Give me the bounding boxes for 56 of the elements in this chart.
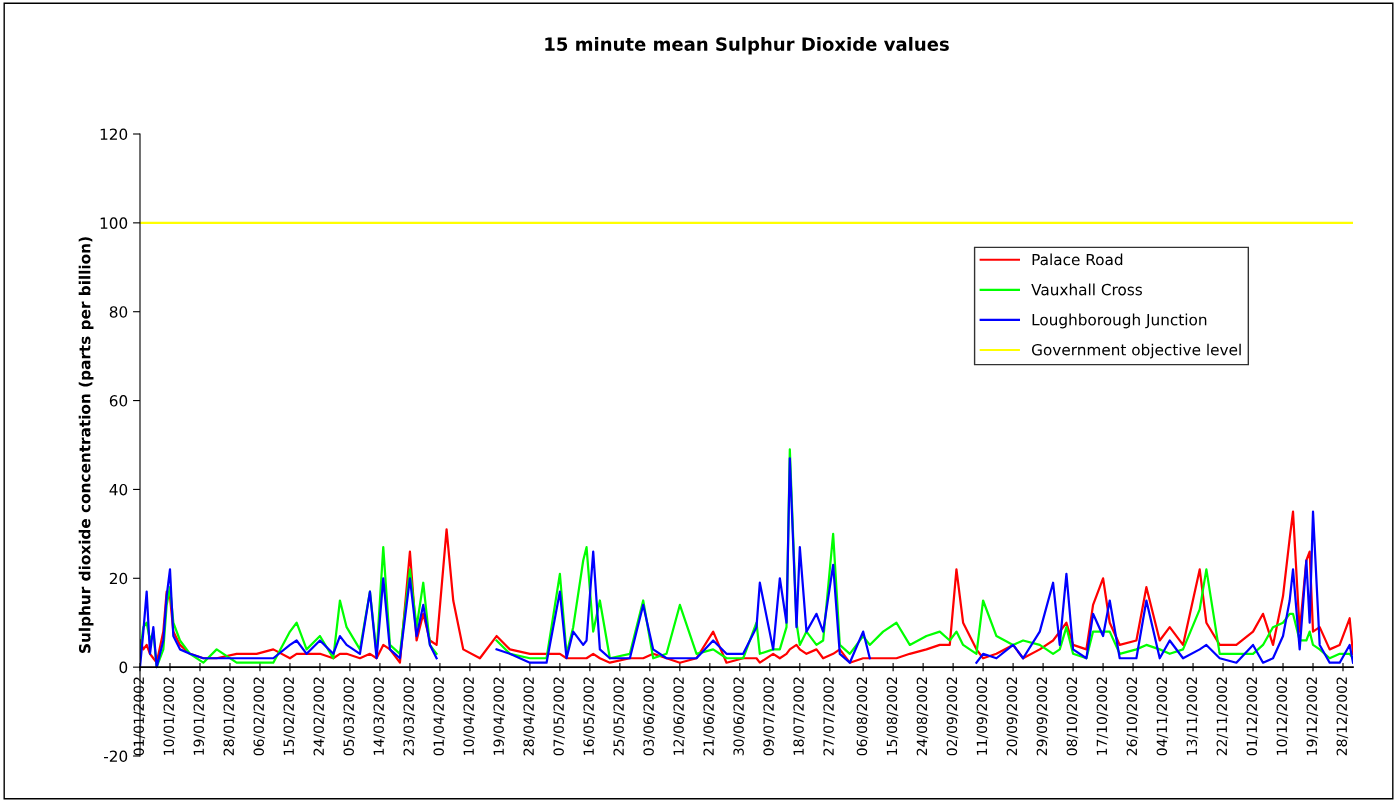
- x-tick-label: 17/10/2002: [1096, 677, 1109, 755]
- x-tick-label: 01/04/2002: [433, 677, 446, 756]
- x-tick-label: 29/09/2002: [1036, 677, 1049, 756]
- x-tick-label: 09/07/2002: [763, 677, 775, 756]
- x-tick-label: 10/01/2002: [163, 677, 176, 755]
- x-tick-label: 08/10/2002: [1066, 677, 1079, 756]
- y-tick-label: 80: [109, 306, 128, 318]
- x-tick-label: 28/12/2002: [1336, 677, 1349, 756]
- x-tick-label: 10/04/2002: [463, 677, 476, 755]
- y-tick-label: -20: [103, 750, 128, 763]
- x-tick-label: 15/02/2002: [283, 677, 296, 755]
- x-tick-label: 10/12/2002: [1276, 677, 1289, 755]
- y-tick-label: 20: [109, 572, 128, 585]
- x-tick-label: 16/05/2002: [583, 677, 595, 755]
- x-tick-label: 22/11/2002: [1216, 677, 1229, 756]
- x-tick-label: 07/05/2002: [553, 677, 566, 756]
- x-tick-label: 24/08/2002: [916, 677, 929, 756]
- x-tick-label: 15/08/2002: [886, 677, 899, 755]
- x-tick-label: 20/09/2002: [1006, 677, 1019, 756]
- y-tick-label: 100: [100, 217, 128, 229]
- x-tick-label: 25/05/2002: [613, 677, 625, 756]
- x-tick-label: 18/07/2002: [793, 677, 805, 755]
- legend-label: Palace Road: [1032, 253, 1123, 266]
- x-tick-label: 26/10/2002: [1126, 677, 1139, 756]
- x-tick-label: 28/01/2002: [223, 677, 236, 756]
- y-tick-label: 120: [100, 128, 128, 141]
- x-tick-label: 13/11/2002: [1186, 677, 1199, 755]
- x-tick-label: 21/06/2002: [703, 677, 715, 756]
- x-tick-label: 01/12/2002: [1246, 677, 1259, 756]
- y-tick-label: 0: [119, 661, 128, 674]
- x-tick-label: 27/07/2002: [823, 677, 835, 756]
- x-tick-label: 24/02/2002: [313, 677, 326, 756]
- x-tick-label: 06/08/2002: [856, 677, 869, 756]
- y-tick-label: 40: [109, 483, 128, 496]
- x-tick-label: 05/03/2002: [343, 677, 356, 756]
- x-tick-label: 28/04/2002: [523, 677, 536, 756]
- x-tick-label: 23/03/2002: [403, 677, 416, 756]
- x-tick-label: 19/01/2002: [193, 677, 206, 755]
- x-tick-label: 14/03/2002: [373, 677, 386, 755]
- legend-label: Loughborough Junction: [1032, 313, 1207, 329]
- y-axis-title: Sulphur dioxide concentration (parts per billion): [78, 237, 94, 653]
- x-tick-label: 03/06/2002: [643, 677, 655, 756]
- x-tick-label: 11/09/2002: [976, 677, 989, 755]
- x-tick-label: 19/04/2002: [493, 677, 506, 755]
- x-tick-label: 30/06/2002: [733, 677, 745, 756]
- x-tick-label: 02/09/2002: [946, 677, 959, 756]
- x-tick-label: 01/01/2002: [133, 677, 146, 756]
- legend-label: Vauxhall Cross: [1031, 283, 1142, 296]
- x-tick-label: 06/02/2002: [253, 677, 266, 756]
- y-tick-label: 60: [109, 395, 128, 407]
- chart-title: 15 minute mean Sulphur Dioxide values: [545, 36, 949, 55]
- legend-label: Government objective level: [1031, 343, 1241, 359]
- line-series: [140, 510, 1353, 664]
- x-tick-label: 12/06/2002: [673, 677, 685, 755]
- x-tick-label: 19/12/2002: [1306, 677, 1319, 755]
- x-tick-label: 04/11/2002: [1156, 677, 1169, 756]
